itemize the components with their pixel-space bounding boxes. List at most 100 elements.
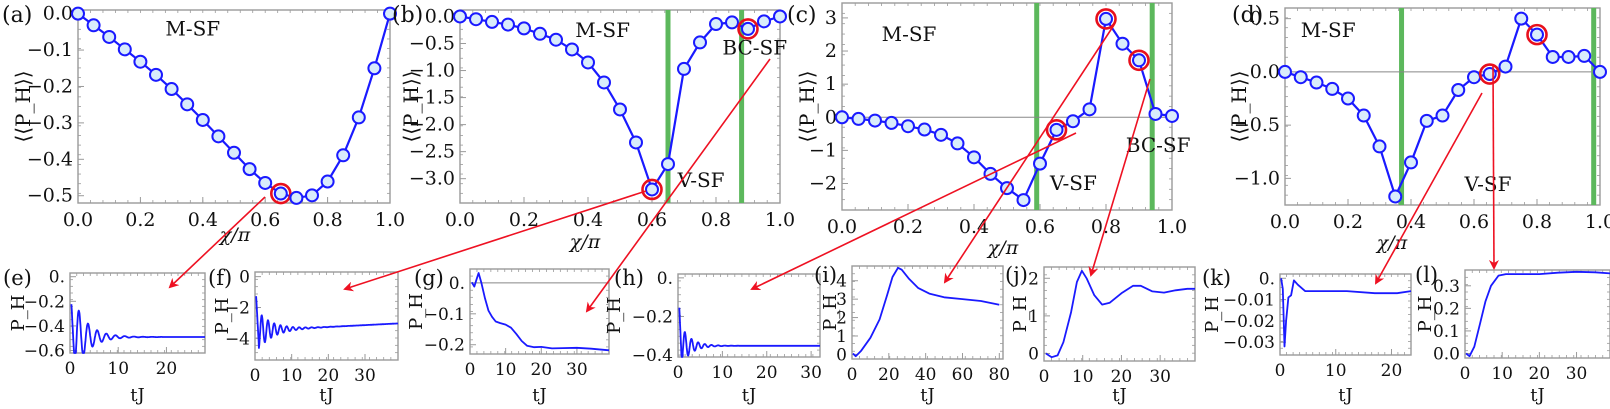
- data-point: [533, 26, 547, 41]
- x-tick-label: 0: [465, 360, 476, 380]
- y-axis-label: P_H: [8, 295, 29, 332]
- y-tick-label: 0.: [1259, 269, 1275, 289]
- highlight-ring: [1045, 119, 1068, 141]
- y-tick-label: −0.03: [1223, 333, 1275, 353]
- x-axis-label: tJ: [1530, 385, 1544, 406]
- pointer-arrow-b-to-f: [343, 190, 647, 292]
- y-tick-label: −0.02: [1223, 312, 1275, 332]
- pointer-arrow-c-to-i: [943, 24, 1115, 284]
- y-tick-label: −0.1: [27, 39, 73, 61]
- data-point: [86, 18, 101, 33]
- plot-frame: [1043, 266, 1196, 362]
- x-tick-label: 0: [1460, 364, 1471, 384]
- panel-label: (a): [2, 3, 32, 28]
- x-axis-label: tJ: [1338, 385, 1352, 406]
- data-point: [884, 115, 899, 130]
- data-point: [1309, 75, 1324, 90]
- panel-label: (k): [1202, 266, 1231, 290]
- data-point: [117, 42, 132, 57]
- data-point: [661, 157, 675, 172]
- panel-label: (e): [3, 266, 32, 290]
- x-tick-label: 0.0: [1270, 211, 1300, 233]
- data-point: [934, 127, 948, 142]
- data-point: [273, 186, 288, 201]
- data-point: [917, 122, 932, 137]
- data-point: [1148, 106, 1163, 121]
- phase-annotation: M-SF: [165, 16, 220, 40]
- highlight-ring: [1478, 63, 1501, 85]
- panel-g: 0 10 20 30 0. −0.1 −0.2 (g) P_H tJ: [406, 266, 610, 406]
- data-point: [367, 61, 382, 76]
- y-tick-label: −0.2: [27, 75, 73, 97]
- x-tick-label: 0.4: [959, 216, 989, 238]
- x-tick-label: 0.0: [63, 209, 93, 231]
- panel-label: (b): [392, 3, 423, 28]
- data-point: [336, 148, 351, 163]
- data-point: [1561, 49, 1576, 64]
- data-point: [1165, 108, 1179, 123]
- pointer-arrow-c-to-j: [1088, 78, 1151, 277]
- x-tick-label: 10: [495, 360, 517, 380]
- data-point: [1082, 102, 1097, 117]
- y-tick-label: −1.0: [409, 60, 455, 82]
- x-axis-label: tJ: [532, 385, 546, 406]
- time-series-line: [1045, 269, 1195, 359]
- x-tick-label: 20: [756, 363, 778, 383]
- data-point: [629, 135, 643, 150]
- x-axis-label: tJ: [1112, 385, 1126, 406]
- data-point: [581, 55, 595, 70]
- y-tick-label: 3: [825, 7, 837, 29]
- x-tick-label: 10: [1491, 364, 1513, 384]
- highlight-ring: [1526, 23, 1548, 46]
- x-tick-label: 0: [847, 365, 858, 385]
- x-tick-label: 10: [1325, 361, 1347, 381]
- data-point: [1419, 113, 1434, 128]
- phase-annotation: V-SF: [1464, 172, 1512, 196]
- data-point: [549, 32, 563, 47]
- data-point: [693, 35, 707, 50]
- time-series-line: [852, 266, 1000, 358]
- highlight-ring: [1095, 8, 1117, 30]
- data-point: [195, 112, 210, 127]
- data-point: [180, 97, 195, 112]
- x-tick-label: 20: [1381, 361, 1403, 381]
- panel-label: (i): [814, 263, 837, 287]
- plot-frame: [77, 9, 391, 204]
- data-point: [133, 54, 148, 69]
- x-axis-label: χ/π: [568, 231, 601, 253]
- y-tick-label: −0.2: [24, 292, 65, 312]
- y-tick-label: −2.5: [409, 141, 455, 163]
- x-tick-label: 0.4: [188, 209, 218, 231]
- panel-label: (c): [787, 3, 817, 28]
- data-point: [102, 29, 117, 44]
- x-tick-label: 20: [878, 365, 900, 385]
- y-tick-label: −2: [225, 299, 250, 319]
- y-tick-label: −0.5: [409, 33, 455, 55]
- x-tick-label: 0.6: [250, 209, 280, 231]
- x-tick-label: 10: [1072, 367, 1094, 387]
- phase-annotation: V-SF: [1049, 171, 1097, 195]
- data-point: [1530, 27, 1544, 42]
- y-tick-label: −0.5: [27, 185, 73, 207]
- x-tick-label: 0: [1039, 367, 1050, 387]
- x-tick-label: 0.8: [701, 209, 731, 231]
- data-point: [164, 82, 179, 97]
- x-tick-label: 1.0: [765, 209, 795, 231]
- data-point: [149, 67, 163, 82]
- phase-annotation: M-SF: [882, 22, 937, 46]
- panel-label: (d): [1232, 3, 1263, 28]
- y-tick-label: 0: [836, 345, 847, 365]
- data-point: [1099, 11, 1113, 26]
- data-point: [1293, 70, 1308, 85]
- data-point: [757, 14, 771, 29]
- y-tick-label: 0.: [657, 269, 673, 289]
- y-axis-label: P_H: [212, 298, 233, 335]
- data-point: [851, 111, 866, 126]
- x-tick-label: 1.0: [1157, 216, 1187, 238]
- data-point: [501, 17, 515, 32]
- data-point: [1593, 64, 1607, 79]
- x-tick-label: 0.6: [1459, 211, 1489, 233]
- panel-b: 0.0 0.2 0.4 0.6 0.8 1.0 0.0 −0.5 −1.0 −1.5 −2.0 −2.…: [392, 3, 795, 253]
